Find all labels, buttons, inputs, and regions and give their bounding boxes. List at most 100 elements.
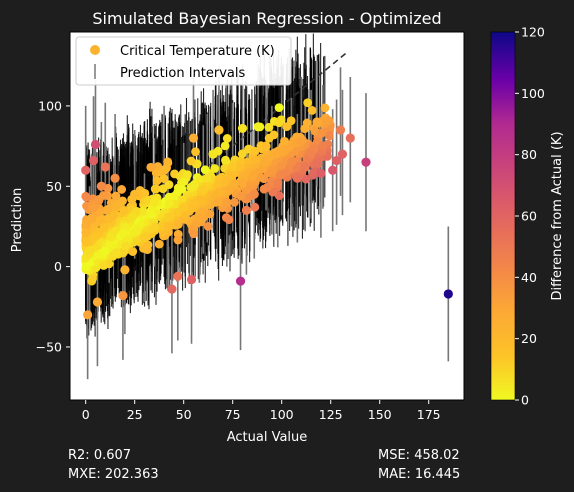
- data-point: [85, 245, 95, 256]
- dense-point: [292, 163, 302, 173]
- dense-point: [307, 106, 317, 115]
- dense-point: [203, 221, 213, 231]
- colorbar-tick-label: 40: [521, 270, 537, 285]
- reference-line-layer: [85, 52, 347, 268]
- chart-title: Simulated Bayesian Regression - Optimize…: [92, 9, 441, 28]
- x-tick-label: 75: [225, 407, 241, 422]
- data-point: [286, 157, 297, 167]
- y-tick-label: 100: [38, 98, 62, 113]
- metric-mxe: MXE: 202.363: [68, 467, 159, 482]
- y-tick-label: 0: [54, 259, 62, 274]
- data-point: [110, 173, 120, 183]
- data-point: [88, 155, 99, 166]
- dense-point: [99, 191, 108, 200]
- y-tick-label: −50: [36, 339, 62, 354]
- x-tick-label: 150: [368, 407, 392, 422]
- dense-point: [325, 131, 334, 141]
- legend-marker-points: [90, 45, 100, 55]
- dense-point: [174, 219, 183, 229]
- data-point: [306, 149, 316, 159]
- dense-point: [150, 222, 160, 232]
- dense-point: [166, 211, 176, 221]
- data-point: [96, 181, 106, 191]
- dense-point: [119, 206, 128, 216]
- dense-point: [220, 177, 230, 187]
- dense-point: [159, 174, 169, 184]
- data-point: [273, 178, 283, 188]
- dense-point: [179, 177, 189, 186]
- dense-point: [308, 168, 318, 178]
- dense-point: [235, 162, 245, 172]
- dense-point: [248, 170, 258, 180]
- dense-point: [163, 158, 173, 168]
- data-point: [118, 290, 128, 301]
- dense-point: [226, 170, 236, 180]
- dense-point: [117, 185, 127, 194]
- data-point: [312, 117, 322, 127]
- data-point: [149, 197, 159, 207]
- dense-point: [82, 192, 91, 202]
- data-point: [361, 157, 371, 167]
- reference-line: [85, 52, 347, 268]
- data-point: [443, 289, 453, 299]
- data-point: [179, 202, 189, 212]
- dense-point: [320, 103, 330, 113]
- dense-point: [274, 191, 284, 201]
- data-point: [241, 205, 252, 215]
- dense-point: [146, 162, 156, 172]
- colorbar: [490, 31, 516, 401]
- dense-point: [214, 197, 223, 207]
- data-point: [345, 133, 355, 143]
- dense-point: [143, 240, 153, 250]
- dense-point: [173, 235, 183, 245]
- data-point: [130, 189, 140, 199]
- dense-point: [280, 136, 289, 146]
- dense-point: [213, 180, 223, 189]
- dense-point: [302, 118, 312, 128]
- dense-point: [164, 199, 174, 209]
- data-point: [318, 141, 328, 151]
- data-point: [296, 136, 306, 146]
- dense-point: [260, 158, 269, 168]
- dense-point: [82, 237, 92, 247]
- legend: Critical Temperature (K) Prediction Inte…: [75, 36, 292, 86]
- data-point: [328, 165, 338, 175]
- dense-point: [99, 261, 109, 270]
- dense-point: [164, 180, 174, 190]
- colorbar-label: Difference from Actual (K): [550, 131, 565, 300]
- data-point: [335, 125, 346, 135]
- dense-point: [103, 204, 113, 214]
- dense-point: [301, 174, 311, 184]
- dense-point: [121, 241, 130, 251]
- colorbar-tick-label: 0: [521, 393, 529, 408]
- data-point: [120, 265, 130, 275]
- metric-mse: MSE: 458.02: [378, 448, 460, 463]
- plot-frame: [69, 31, 465, 401]
- data-point: [337, 149, 348, 159]
- dense-point: [224, 215, 234, 225]
- data-point: [202, 173, 212, 183]
- dense-point: [95, 216, 104, 225]
- dense-point: [238, 179, 248, 189]
- x-axis-label: Actual Value: [227, 430, 308, 445]
- dense-point: [276, 161, 286, 171]
- dense-point: [250, 202, 260, 212]
- data-point: [235, 276, 246, 286]
- x-tick-label: 175: [417, 407, 441, 422]
- dense-point: [191, 147, 200, 157]
- dense-point: [128, 212, 138, 221]
- dense-point: [221, 155, 230, 165]
- dense-point: [186, 156, 196, 166]
- data-point: [253, 122, 263, 132]
- dense-point: [316, 129, 326, 138]
- y-axis-label: Prediction: [10, 188, 25, 253]
- metric-r2: R2: 0.607: [68, 448, 132, 463]
- dense-point: [321, 116, 331, 126]
- data-point: [186, 274, 197, 285]
- data-point: [188, 133, 199, 143]
- colorbar-tick-label: 120: [521, 25, 545, 40]
- dense-point: [169, 192, 179, 202]
- data-point: [104, 213, 114, 224]
- x-tick-label: 25: [127, 407, 143, 422]
- colorbar-tick-label: 80: [521, 147, 537, 162]
